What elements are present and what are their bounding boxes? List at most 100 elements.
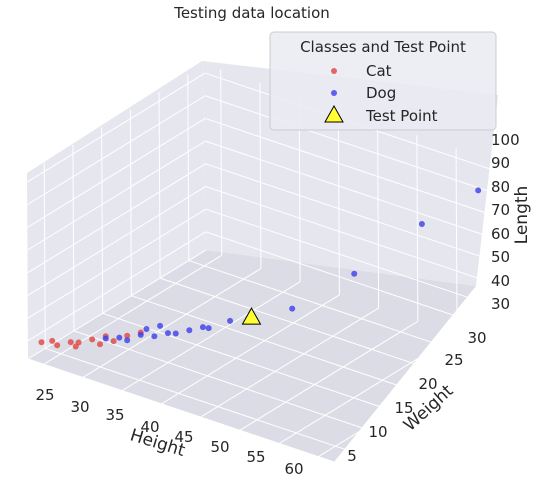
grid-line bbox=[416, 135, 419, 322]
y-tick-label: 15 bbox=[394, 399, 413, 417]
grid-line bbox=[101, 127, 104, 314]
dog-point bbox=[227, 317, 234, 324]
grid-line bbox=[205, 231, 513, 336]
grid-line bbox=[200, 307, 379, 418]
grid-line bbox=[26, 72, 206, 183]
cat-point bbox=[67, 339, 74, 346]
cat-point bbox=[110, 338, 117, 345]
grid-line bbox=[455, 148, 458, 335]
grid-line bbox=[43, 162, 46, 349]
x-tick-label: 45 bbox=[174, 428, 193, 446]
grid-line bbox=[26, 95, 206, 206]
legend: Classes and Test Point Cat Dog Test Poin… bbox=[269, 31, 497, 131]
cat-point bbox=[89, 336, 96, 343]
z-tick-label: 40 bbox=[491, 272, 510, 290]
grid-line bbox=[205, 208, 512, 313]
legend-marker-test-point bbox=[324, 104, 344, 123]
grid-line bbox=[239, 320, 419, 431]
legend-marker-dog bbox=[331, 90, 337, 96]
y-axis-line bbox=[27, 249, 207, 360]
cat-point bbox=[97, 341, 104, 348]
legend-marker-cat bbox=[331, 68, 337, 74]
dog-point bbox=[199, 324, 206, 331]
y-tick-label: 20 bbox=[418, 375, 437, 393]
grid-line bbox=[158, 92, 161, 279]
grid-line bbox=[377, 122, 380, 309]
dog-point bbox=[124, 337, 131, 344]
x-tick-label: 25 bbox=[35, 386, 54, 404]
dog-point bbox=[116, 334, 123, 341]
grid-line bbox=[205, 186, 512, 290]
grid-line bbox=[131, 295, 438, 400]
x-tick-label: 30 bbox=[70, 398, 89, 416]
y-tick-label: 30 bbox=[467, 329, 486, 347]
dog-point bbox=[157, 322, 164, 329]
dog-point bbox=[186, 327, 193, 334]
x-tick-labels: 25 30 35 40 45 50 55 60 bbox=[35, 386, 303, 478]
grid-line bbox=[205, 117, 512, 222]
cat-point bbox=[54, 342, 61, 349]
grid-line bbox=[129, 109, 132, 296]
grid-line bbox=[27, 118, 206, 228]
z-axis-label: Length bbox=[512, 186, 532, 245]
rear-left-pane bbox=[27, 61, 206, 359]
grid-line bbox=[187, 74, 190, 261]
legend-label-dog: Dog bbox=[366, 84, 396, 102]
x-tick-label: 55 bbox=[246, 448, 265, 466]
floor-pane bbox=[28, 250, 476, 462]
x-tick-label: 50 bbox=[210, 438, 229, 456]
grid-line bbox=[72, 144, 75, 331]
legend-title: Classes and Test Point bbox=[300, 38, 466, 56]
grid-line bbox=[205, 163, 512, 268]
grid-line bbox=[27, 231, 207, 342]
grid-line bbox=[205, 140, 512, 245]
grid-line bbox=[102, 312, 409, 417]
x-axis-line bbox=[27, 358, 335, 463]
legend-label-test-point: Test Point bbox=[365, 107, 438, 125]
legend-label-cat: Cat bbox=[366, 62, 392, 80]
z-tick-label: 100 bbox=[491, 131, 520, 149]
grid-line bbox=[27, 163, 206, 274]
dog-point bbox=[475, 187, 482, 194]
grid-line bbox=[27, 186, 206, 296]
grid-line bbox=[337, 108, 340, 295]
grid-line bbox=[27, 208, 207, 319]
grid-line bbox=[159, 277, 467, 382]
dog-point bbox=[143, 326, 150, 333]
z-tick-label: 60 bbox=[491, 225, 510, 243]
grid-line bbox=[318, 347, 497, 458]
z-tick-label: 70 bbox=[491, 201, 510, 219]
grid-line bbox=[73, 330, 381, 435]
dog-point bbox=[151, 333, 158, 340]
grid-line bbox=[27, 140, 206, 251]
dog-point bbox=[205, 325, 212, 332]
dog-point bbox=[351, 270, 358, 277]
dog-point bbox=[102, 335, 109, 342]
y-tick-labels: 5 10 15 20 25 30 bbox=[347, 329, 486, 465]
cat-point bbox=[38, 339, 45, 346]
test-point-marker bbox=[241, 307, 262, 325]
grid-line bbox=[121, 281, 301, 392]
y-tick-label: 5 bbox=[347, 447, 357, 465]
grid-line bbox=[161, 294, 340, 405]
data-marks bbox=[38, 187, 482, 350]
grid-lines bbox=[26, 69, 513, 463]
z-tick-labels: 30 40 50 60 70 80 90 100 bbox=[491, 131, 520, 313]
grid-line bbox=[259, 82, 262, 269]
z-tick-label: 80 bbox=[491, 178, 510, 196]
y-tick-label: 25 bbox=[444, 351, 463, 369]
grid-line bbox=[82, 268, 262, 378]
grid-line bbox=[188, 260, 495, 365]
grid-line bbox=[45, 347, 352, 452]
chart-title: Testing data location bbox=[173, 4, 330, 22]
grid-line bbox=[205, 95, 512, 200]
dog-point bbox=[164, 330, 171, 337]
dog-point bbox=[172, 330, 179, 337]
dog-point bbox=[418, 221, 425, 228]
x-tick-label: 35 bbox=[105, 406, 124, 424]
x-tick-label: 40 bbox=[140, 418, 159, 436]
x-tick-label: 60 bbox=[284, 460, 303, 478]
y-tick-label: 10 bbox=[368, 423, 387, 441]
grid-line bbox=[494, 161, 497, 348]
